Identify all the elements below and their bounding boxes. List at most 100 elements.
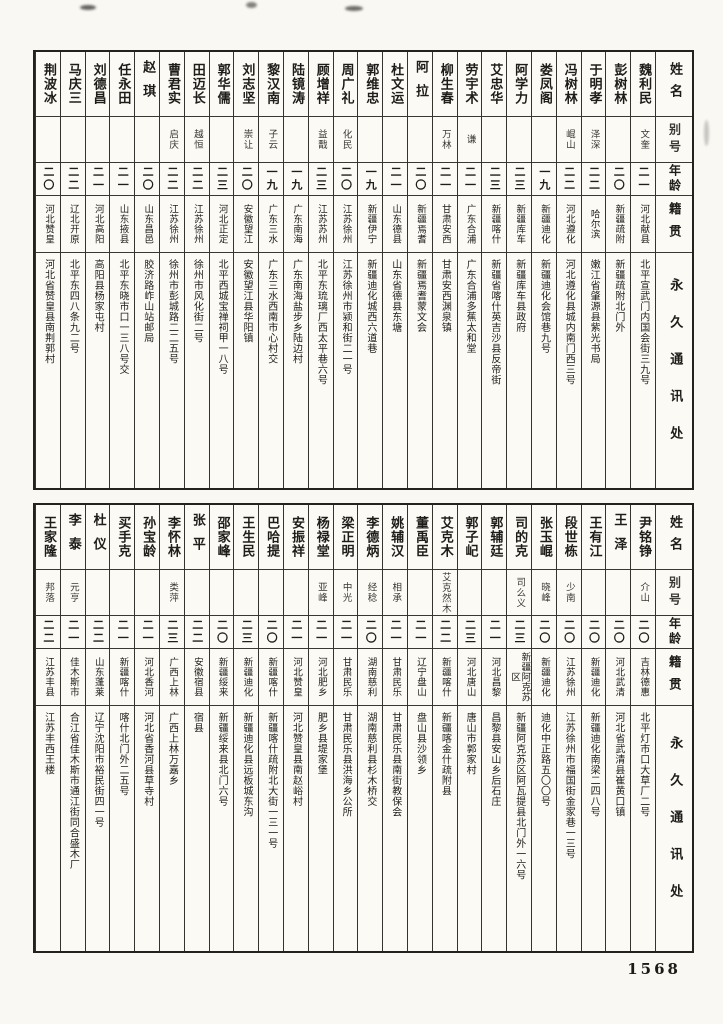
name-cell-text: 阿拉 <box>412 60 428 108</box>
address-cell-text: 徐州市彭城路二二五号 <box>166 259 178 364</box>
age-cell-text: 二〇 <box>637 619 651 645</box>
age-cell: 二〇 <box>209 616 234 649</box>
header-name: 姓名 <box>656 52 692 117</box>
age-cell-text: 二一 <box>289 619 303 645</box>
address-cell-text: 辽宁沈阳市裕民街四一号 <box>92 712 104 828</box>
name-cell-text: 赵琪 <box>140 60 156 108</box>
origin-cell-text: 河北香河 <box>142 657 154 697</box>
address-cell: 北平灯市口大草厂二号 <box>631 706 655 951</box>
name-cell: 司的克 <box>507 505 532 570</box>
name-cell-text: 艾忠华 <box>487 63 503 105</box>
alias-cell-text: 邦落 <box>43 582 55 603</box>
origin-cell-text: 江苏徐州 <box>167 204 179 244</box>
age-cell-text: 二二 <box>562 166 576 192</box>
alias-cell-text: 越恒 <box>191 129 203 150</box>
address-cell-text: 广东三水西南市心村交 <box>265 259 277 364</box>
origin-cell-text: 新疆喀什 <box>489 204 501 244</box>
header-column: 姓名 别号 年龄 籍贯 永久通讯处 <box>655 52 692 488</box>
name-cell: 姚辅汉 <box>383 505 408 570</box>
address-cell: 甘肃安西渊泉镇 <box>433 253 457 488</box>
alias-cell: 启庆 <box>160 117 184 163</box>
header-name-text: 姓名 <box>667 515 683 559</box>
address-cell: 北平东晓市口一三八号交 <box>110 253 134 488</box>
age-cell: 二〇 <box>135 163 160 196</box>
age-cell-text: 二一 <box>314 619 328 645</box>
name-cell-text: 魏利民 <box>636 63 652 105</box>
origin-cell: 新疆喀什 <box>259 649 284 706</box>
origin-cell: 新疆迪化 <box>234 649 259 706</box>
alias-cell-text: 司么义 <box>514 576 526 609</box>
alias-cell <box>60 117 85 163</box>
origin-cell-text: 新疆焉耆 <box>415 204 427 244</box>
name-cell-text: 艾克木 <box>437 516 453 558</box>
age-cell-text: 二〇 <box>141 166 155 192</box>
address-cell: 广东南海盐步乡陆边村 <box>284 253 308 488</box>
address-cell: 北平宣武门内国会街三九号 <box>631 253 655 488</box>
origin-cell-text: 佳木斯市 <box>67 657 79 697</box>
name-cell: 阿拉 <box>408 52 432 117</box>
age-cell-text: 二三 <box>215 166 229 192</box>
entry-column: 荆波冰 二〇 河北赞皇 河北省赞皇县南荆郭村 <box>35 52 60 488</box>
page-number: 1568 <box>627 960 681 978</box>
name-cell: 田迈长 <box>184 52 209 117</box>
name-cell-text: 柳生春 <box>437 63 453 105</box>
origin-cell: 佳木斯市 <box>60 649 85 706</box>
address-cell-text: 新疆库车县政府 <box>513 259 525 333</box>
alias-cell <box>209 117 234 163</box>
header-address-text: 永久通讯处 <box>667 278 683 463</box>
age-cell: 二〇 <box>408 163 432 196</box>
age-cell: 二二 <box>60 163 85 196</box>
age-cell-text: 二〇 <box>413 166 427 192</box>
alias-cell <box>135 117 160 163</box>
entry-column: 巴哈提 二〇 新疆喀什 新疆喀什疏附北大街一三一号 <box>258 505 284 951</box>
age-cell-text: 二二 <box>190 619 204 645</box>
origin-cell: 山东掖县 <box>110 196 135 253</box>
address-cell: 新疆绥来县北门六号 <box>210 706 234 951</box>
address-cell: 新疆喀金什疏附县 <box>433 706 457 951</box>
age-cell-text: 二一 <box>389 166 403 192</box>
address-cell: 新疆迪化县远板城东沟 <box>234 706 258 951</box>
origin-cell-text: 河北昌黎 <box>489 657 501 697</box>
address-cell: 昌黎县安山乡后石庄 <box>482 706 506 951</box>
alias-cell-text: 子云 <box>266 129 278 150</box>
address-cell-text: 喀什北门外二五号 <box>116 712 128 796</box>
name-cell-text: 司的克 <box>512 516 528 558</box>
alias-cell-text: 晓峰 <box>539 582 551 603</box>
address-cell: 肥乡县堤家堡 <box>309 706 333 951</box>
address-cell: 新疆喀什疏附北大街一三一号 <box>259 706 283 951</box>
age-cell-text: 二一 <box>141 619 155 645</box>
entry-column: 魏利民 文奎 二一 河北献县 北平宣武门内国会街三九号 <box>630 52 655 488</box>
origin-cell-text: 安徽望江 <box>241 204 253 244</box>
entry-column: 杜仪 二二 山东蓬莱 辽宁沈阳市裕民街四一号 <box>84 505 110 951</box>
name-cell-text: 郭辅廷 <box>487 516 503 558</box>
alias-cell-text: 化民 <box>340 129 352 150</box>
name-cell-text: 王生民 <box>239 516 255 558</box>
name-cell-text: 杨禄堂 <box>313 516 329 558</box>
alias-cell <box>284 570 308 616</box>
age-cell-text: 二二 <box>91 619 105 645</box>
alias-cell-text: 谦 <box>464 134 476 145</box>
address-cell-text: 湖南慈利县杉木桥交 <box>364 712 376 807</box>
origin-cell: 山东蓬莱 <box>85 649 110 706</box>
name-cell-text: 张玉崐 <box>536 516 552 558</box>
address-cell: 辽宁沈阳市裕民街四一号 <box>86 706 110 951</box>
name-cell-text: 段世栋 <box>561 516 577 558</box>
entry-column: 段世栋 少南 二〇 江苏徐州 江苏徐州市福国街金家巷一三号 <box>555 505 581 951</box>
entry-column: 安振祥 二一 河北赞皇 河北赞皇县南赵峪村 <box>283 505 308 951</box>
age-cell: 二〇 <box>36 163 60 196</box>
alias-cell-text: 中光 <box>340 582 352 603</box>
entry-column: 张玉崐 晓峰 二〇 新疆迪化 迪化中正路五〇〇号 <box>531 505 556 951</box>
alias-cell-text: 亚峰 <box>315 582 327 603</box>
alias-cell <box>259 570 284 616</box>
alias-cell <box>209 570 234 616</box>
origin-cell: 新疆迪化 <box>532 196 556 253</box>
alias-cell <box>85 570 110 616</box>
address-cell-text: 胶济路岞山站邮局 <box>141 259 153 343</box>
origin-cell-text: 山东德县 <box>390 204 402 244</box>
alias-cell: 艾克然木 <box>432 570 457 616</box>
age-cell: 二三 <box>308 163 333 196</box>
name-cell-text: 孙宝龄 <box>140 516 156 558</box>
header-alias: 别号 <box>656 570 692 616</box>
entry-column: 李怀林 类萍 二三 广西上林 广西上林万嘉乡 <box>159 505 184 951</box>
alias-cell <box>358 117 383 163</box>
